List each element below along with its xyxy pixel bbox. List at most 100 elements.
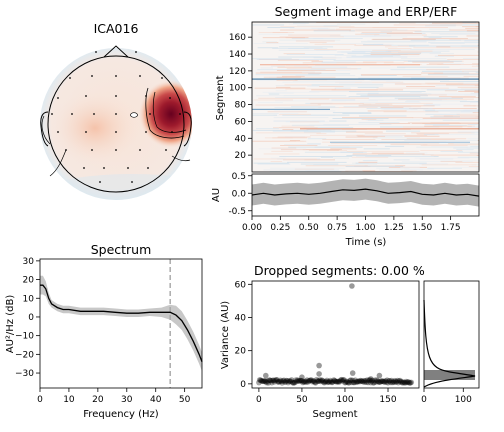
segment-ytick-label: 60 [235,117,247,127]
variance-point [300,379,306,386]
variance-point [324,377,330,384]
segment-row-stripe [441,63,464,65]
segment-row-stripe [348,96,421,98]
segment-row-stripe [291,106,336,108]
variance-point [263,379,270,386]
segment-row-stripe [471,132,479,134]
segment-row-stripe [457,131,479,133]
variance-point [360,379,366,385]
segment-row-stripe [317,103,372,105]
variance-point [260,378,267,385]
variance-point [272,377,279,384]
segment-row-stripe [307,86,384,87]
segment-row-stripe [470,145,479,147]
variance-point [331,377,338,384]
spectrum-axes: 0 10 20 30 40 50 30 20 10 0 −10 −20 −30 [15,257,191,405]
segment-row-stripe [357,142,378,144]
segment-row-stripe [457,156,479,158]
segment-row-stripe [439,33,479,35]
segment-row-stripe [258,97,311,99]
variance-point [388,377,395,384]
segment-row-stripe [256,59,336,60]
segment-row-stripe [355,162,427,164]
segment-row-stripe [367,110,407,112]
variance-outlier-point [368,376,374,382]
segment-row-stripe [316,133,327,135]
variance-point [362,377,369,384]
segment-row-stripe [420,150,463,151]
segment-row-stripe [449,29,479,31]
segment-row-stripe [328,145,378,146]
erp-xtick-label: 1.75 [441,223,461,233]
variance-point [306,377,313,384]
segment-row-stripe [362,103,393,105]
segment-row-stripe [406,100,467,102]
spectrum-ytick-label: 20 [23,276,35,286]
segment-row-stripe [404,135,440,137]
segment-row-stripe [400,166,420,168]
variance-point [406,380,413,386]
segment-row-stripe [469,152,479,154]
segment-row-stripe [473,105,479,107]
variance-point [268,377,274,384]
erp-plot [251,173,480,217]
segment-row-stripe [302,62,377,64]
segment-row-stripe [322,139,376,140]
variance-point [336,379,342,385]
segment-row-stripe [466,147,479,149]
sensor-marker [85,95,87,97]
segment-row-stripe [406,138,467,140]
segment-row-stripe [430,43,465,44]
segment-row-stripe [356,93,432,95]
segment-row-stripe [429,134,479,135]
variance-point [325,379,332,385]
segment-row-stripe [379,123,411,124]
sensor-marker [57,131,59,133]
segment-row-stripe [293,22,309,24]
segment-row-stripe [450,112,476,114]
variance-point [256,377,263,383]
segment-row-stripe [423,109,435,111]
segment-row-stripe [385,81,401,82]
variance-outlier-point [316,371,322,377]
segment-row-stripe [268,92,294,94]
sensor-marker [145,95,147,97]
segment-row-stripe [283,95,347,97]
segment-row-stripe [426,89,479,91]
segment-row-stripe [277,66,312,68]
segment-row-stripe [276,76,302,78]
variance-point [369,377,376,384]
variance-point [339,378,346,384]
segment-row-stripe [370,54,420,55]
sensor-marker [103,167,105,169]
sensor-marker [83,167,85,169]
segment-row-stripe [370,80,449,81]
spectrum-ytick-label: −30 [15,369,34,379]
segment-row-stripe [358,77,435,79]
segment-row-stripe [268,93,280,95]
segment-row-stripe [426,69,478,71]
variance-ytick-label: 20 [235,347,247,357]
spectrum-ytick-label: 30 [23,257,35,267]
segment-row-stripe [280,113,299,114]
variance-point [303,379,310,386]
segment-row-stripe [470,102,479,103]
variance-point [311,378,317,385]
variance-point [345,380,352,386]
variance-point [380,378,386,385]
erp-axes: 0.00 0.25 0.50 0.75 1.00 1.25 1.50 1.75 0.5 0.0 -0… [228,172,460,233]
segment-row-stripe [302,71,321,73]
segment-row-stripe [358,104,390,106]
segment-row-stripe [309,42,327,44]
erp-xtick-label: 0.25 [270,223,290,233]
segment-row-stripe [475,116,479,118]
segment-row-stripe [430,116,460,118]
segment-row-stripe [341,51,392,53]
segment-row-stripe [410,59,450,61]
segment-row-stripe [266,42,279,44]
segment-row-stripe [429,28,451,30]
segment-row-stripe [287,161,347,163]
segment-row-stripe [368,99,442,101]
segment-row-stripe [451,97,479,98]
sensor-marker [91,149,93,151]
